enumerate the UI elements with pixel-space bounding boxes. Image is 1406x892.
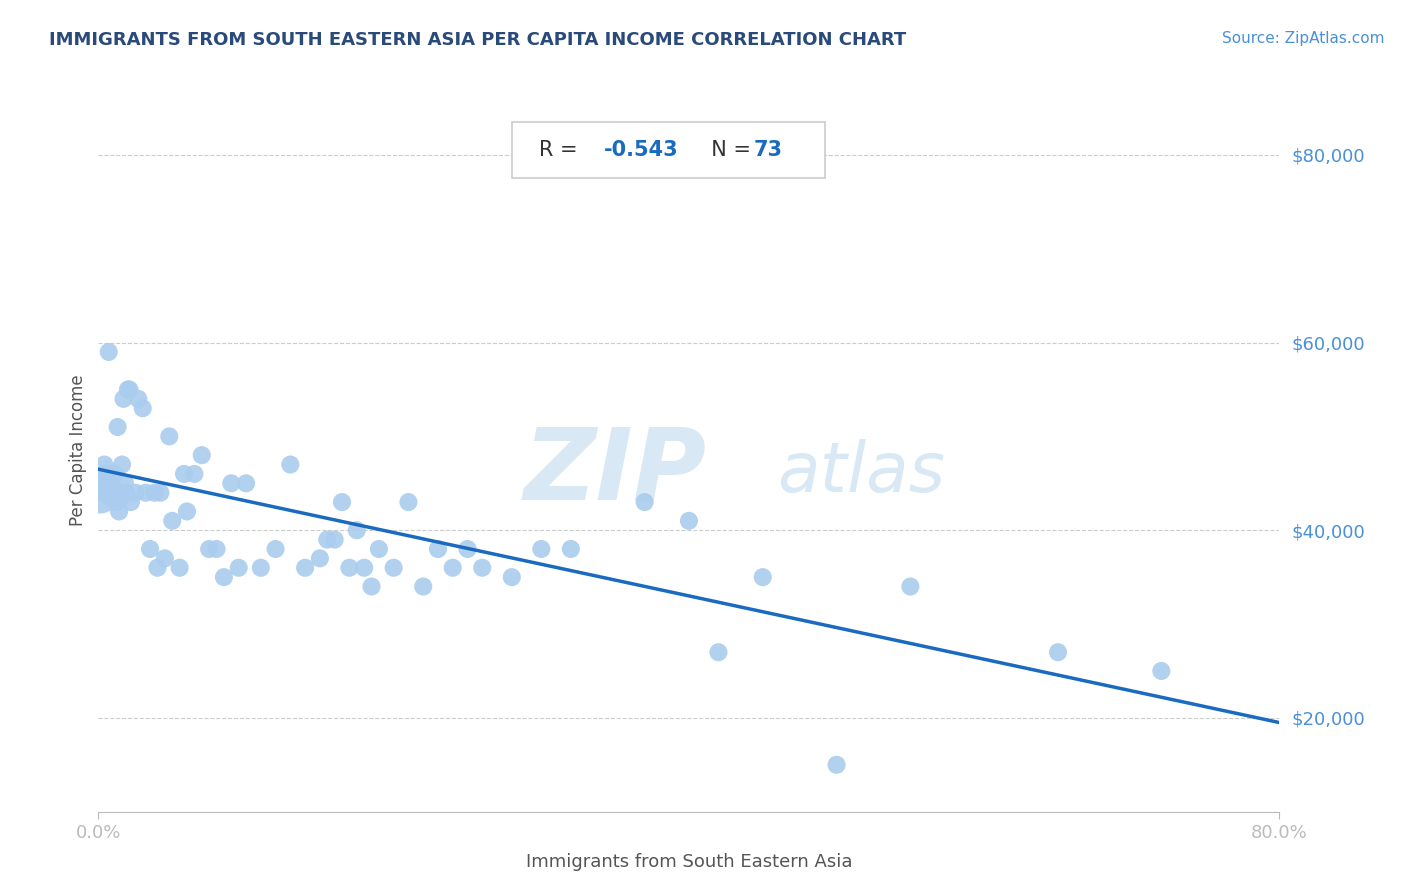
Point [97,345,120,359]
Point [100,467,122,481]
Text: -0.543: -0.543 [605,140,679,160]
Point [103,481,125,495]
Point [135,485,157,500]
Point [825,757,848,772]
Point [124,485,146,500]
Point [105,495,128,509]
Point [146,560,169,574]
Point [118,383,141,397]
Point [228,560,250,574]
Point [382,560,405,574]
Point [346,523,368,537]
Point [94,467,117,481]
Text: atlas: atlas [778,439,945,506]
Point [139,541,162,556]
Point [1046,645,1070,659]
Point [149,485,172,500]
Point [501,570,523,584]
Point [143,485,166,500]
Point [169,560,191,574]
Point [157,429,180,443]
Y-axis label: Per Capita Income: Per Capita Income [69,375,87,526]
Point [212,570,235,584]
Text: 73: 73 [754,140,783,160]
FancyBboxPatch shape [512,121,825,178]
Point [108,504,131,518]
Point [104,467,127,481]
Point [427,541,450,556]
Point [132,401,155,416]
Point [330,495,353,509]
Point [1150,664,1173,678]
Point [115,485,138,500]
X-axis label: Immigrants from South Eastern Asia: Immigrants from South Eastern Asia [526,853,852,871]
Point [235,476,257,491]
Point [678,514,700,528]
Point [353,560,375,574]
Point [117,383,139,397]
Point [316,533,339,547]
Point [114,476,136,491]
Point [173,467,195,481]
Point [250,560,273,574]
Point [368,541,391,556]
Point [264,541,287,556]
Point [162,514,183,528]
Point [471,560,494,574]
Point [457,541,479,556]
Point [111,458,134,472]
Text: R =: R = [538,140,585,160]
Text: Source: ZipAtlas.com: Source: ZipAtlas.com [1222,31,1385,46]
Point [360,580,382,594]
Point [752,570,775,584]
Point [112,392,135,406]
Point [530,541,553,556]
Point [153,551,176,566]
Point [198,541,221,556]
Point [107,420,129,434]
Point [323,533,346,547]
Point [280,458,302,472]
Point [127,392,149,406]
Point [560,541,582,556]
Text: N =: N = [699,140,758,160]
Point [339,560,361,574]
Point [98,491,121,505]
Point [93,458,115,472]
Point [89,485,111,500]
Point [191,448,214,462]
Point [96,476,118,491]
Point [90,485,112,500]
Point [634,495,657,509]
Text: IMMIGRANTS FROM SOUTH EASTERN ASIA PER CAPITA INCOME CORRELATION CHART: IMMIGRANTS FROM SOUTH EASTERN ASIA PER C… [49,31,907,49]
Text: ZIP: ZIP [523,424,707,521]
Point [110,491,132,505]
Point [900,580,922,594]
Point [176,504,198,518]
Point [412,580,434,594]
Point [441,560,464,574]
Point [221,476,243,491]
Point [294,560,316,574]
Point [398,495,420,509]
Point [120,495,142,509]
Point [309,551,332,566]
Point [183,467,205,481]
Point [205,541,228,556]
Point [707,645,730,659]
